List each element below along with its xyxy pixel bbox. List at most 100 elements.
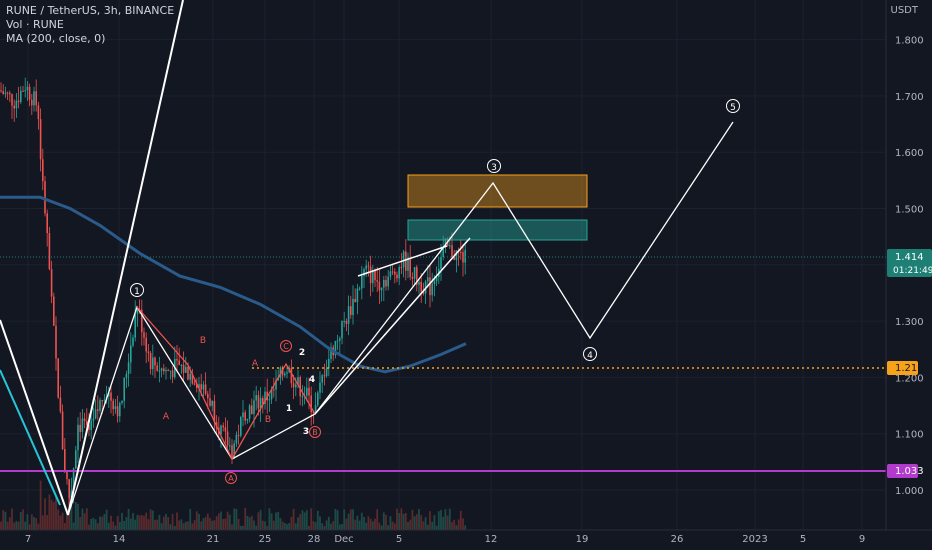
volume-bar — [184, 521, 187, 530]
candle-body — [374, 270, 376, 281]
ma-indicator-label[interactable]: MA (200, close, 0) — [6, 32, 106, 45]
volume-bar — [158, 514, 161, 530]
candle-body — [255, 395, 257, 401]
price-unit-label: USDT — [890, 5, 918, 16]
candle-body — [180, 364, 183, 366]
volume-bar — [385, 514, 387, 530]
candle-body — [242, 412, 244, 418]
candle-body — [281, 367, 284, 376]
candle-body — [299, 377, 301, 397]
volume-bar — [198, 513, 200, 530]
price-tick-label: 1.700 — [895, 92, 924, 103]
volume-bar — [4, 511, 7, 530]
candle-body — [123, 377, 125, 401]
candle-body — [211, 401, 213, 406]
volume-bar — [46, 515, 49, 530]
volume-bar — [358, 520, 361, 530]
candle-body — [306, 387, 308, 396]
sub-wave-path[interactable] — [136, 306, 316, 461]
wave-label-5: 5 — [726, 99, 740, 113]
wedge-lower-line[interactable] — [314, 237, 471, 415]
candle-body — [273, 389, 275, 391]
candle-body — [433, 281, 436, 284]
candle-body — [70, 490, 73, 498]
volume-bar — [55, 496, 57, 530]
candle-body — [86, 421, 88, 426]
candle-body — [378, 281, 381, 291]
volume-bar — [312, 520, 315, 530]
teal-trendline[interactable] — [0, 369, 61, 506]
candle-body — [259, 398, 262, 409]
volume-bar — [301, 510, 304, 530]
candle-body — [81, 418, 84, 432]
candle-body — [37, 105, 40, 120]
candle-body — [112, 400, 114, 410]
wave-label-1: 1 — [130, 283, 144, 297]
candle-body — [103, 399, 106, 401]
candle-body — [191, 373, 194, 384]
volume-bar — [332, 521, 335, 530]
candle-body — [207, 394, 209, 399]
volume-bar — [228, 514, 231, 530]
candle-body — [114, 406, 117, 410]
volume-bar — [294, 523, 297, 530]
candle-body — [409, 257, 411, 278]
svg-text:4: 4 — [587, 351, 593, 361]
volume-bar — [156, 519, 159, 530]
volume-bar — [149, 509, 152, 530]
volume-indicator-label[interactable]: Vol · RUNE — [6, 18, 64, 31]
candle-body — [248, 405, 251, 419]
volume-bar — [292, 508, 295, 530]
candle-body — [389, 271, 392, 277]
candle-body — [376, 280, 378, 282]
wedge-upper-line[interactable] — [357, 245, 448, 277]
candle-body — [440, 256, 442, 269]
time-tick-label: 5 — [800, 534, 806, 545]
candle-body — [341, 321, 343, 339]
volume-bar — [336, 510, 339, 530]
symbol-title[interactable]: RUNE / TetherUS, 3h, BINANCE — [6, 4, 175, 17]
volume-bar — [286, 524, 288, 530]
volume-bar — [206, 513, 209, 530]
volume-bar — [341, 523, 343, 530]
candle-body — [431, 283, 433, 296]
volume-bar — [369, 518, 372, 530]
candle-body — [420, 281, 422, 292]
volume-bar — [147, 519, 150, 530]
candle-body — [147, 351, 150, 354]
candle-body — [262, 398, 264, 404]
time-axis[interactable]: 7 14 21 25 28 Dec 5 12 19 26 2023 5 9 — [25, 534, 865, 545]
candle-body — [88, 425, 90, 431]
price-tick-label: 1.800 — [895, 36, 924, 47]
svg-text:1.033: 1.033 — [895, 466, 924, 477]
candle-body — [97, 409, 99, 411]
volume-bar — [352, 509, 354, 530]
volume-bar — [268, 508, 271, 530]
candle-body — [4, 92, 7, 94]
volume-bar — [246, 515, 249, 530]
volume-bar — [233, 508, 236, 530]
volume-bar — [204, 517, 207, 530]
candle-body — [167, 370, 169, 372]
volume-bar — [28, 524, 31, 530]
volume-bar — [266, 525, 269, 530]
candle-body — [99, 400, 101, 411]
volume-bar — [442, 516, 445, 530]
time-tick-label: 14 — [113, 534, 126, 545]
volume-bar — [231, 524, 233, 530]
orange-zone[interactable] — [407, 174, 588, 208]
volume-bar — [178, 520, 181, 530]
steep-trendline[interactable] — [67, 0, 184, 516]
candle-body — [367, 265, 370, 267]
candle-body — [398, 267, 400, 279]
green-zone[interactable] — [407, 219, 588, 241]
candle-body — [182, 364, 185, 373]
candle-body — [46, 213, 48, 234]
volume-bar — [70, 506, 73, 530]
candle-body — [77, 424, 79, 451]
sub-label-b-1: B — [200, 336, 206, 346]
volume-bar — [299, 514, 302, 530]
small-label-2: 2 — [299, 348, 305, 358]
left-trendline[interactable] — [0, 319, 69, 516]
